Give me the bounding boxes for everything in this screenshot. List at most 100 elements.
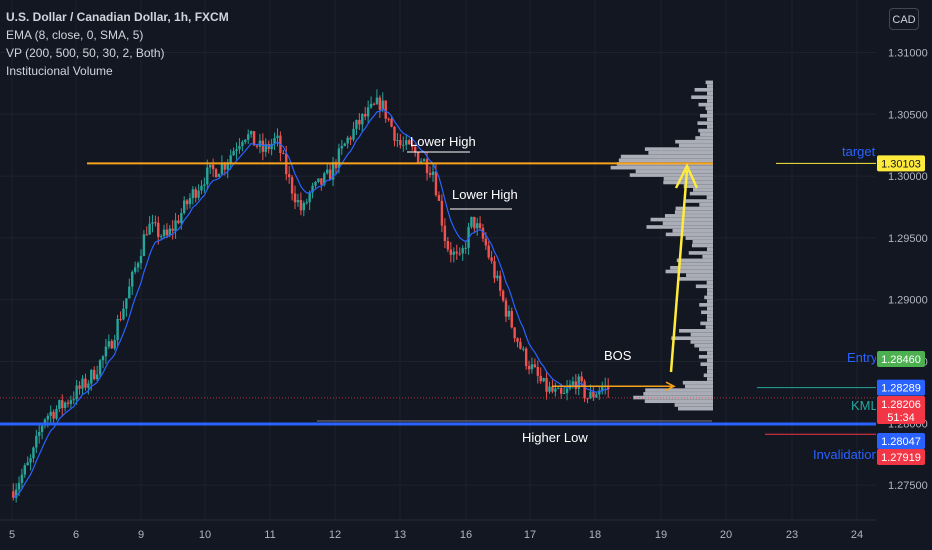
- candle-body: [139, 255, 143, 264]
- profile-bar: [645, 388, 713, 392]
- annotation-label: Lower High: [452, 187, 518, 202]
- level-label: Invalidation: [813, 447, 879, 462]
- profile-bar: [675, 206, 713, 211]
- candle-body: [311, 185, 314, 193]
- candle-body: [577, 376, 580, 389]
- time-tick-label: 12: [329, 529, 341, 541]
- candle-body: [296, 200, 300, 203]
- candle-body: [484, 238, 488, 246]
- candle-body: [413, 146, 417, 153]
- candle-body: [496, 275, 499, 279]
- price-badge[interactable]: [877, 155, 925, 172]
- price-badge[interactable]: [877, 449, 925, 465]
- candle-body: [478, 223, 482, 228]
- candle-body: [384, 100, 387, 119]
- profile-bar: [694, 87, 713, 92]
- horizontal-levels[interactable]: [0, 162, 876, 435]
- candle-body: [458, 253, 461, 255]
- profile-bar: [698, 354, 713, 359]
- candle-body: [95, 374, 99, 380]
- price-tick-label: 1.29000: [888, 295, 928, 307]
- profile-bar: [646, 225, 713, 229]
- candle-body: [209, 164, 212, 168]
- price-badge-text: 1.28460: [881, 354, 921, 366]
- candle-body: [151, 222, 154, 224]
- candle-body: [66, 402, 70, 404]
- candle-body: [302, 203, 305, 211]
- time-tick-label: 20: [720, 529, 732, 541]
- price-badge[interactable]: [877, 396, 925, 424]
- candle-body: [378, 97, 382, 110]
- candle-body: [61, 400, 64, 409]
- time-tick-label: 6: [73, 529, 79, 541]
- candle-body: [419, 161, 423, 163]
- candle-body: [174, 220, 177, 231]
- candle-body: [539, 375, 542, 382]
- profile-bar: [707, 366, 713, 370]
- candle-body: [191, 189, 195, 199]
- candle-body: [598, 390, 601, 395]
- profile-bar: [697, 121, 713, 125]
- candle-body: [387, 118, 390, 120]
- candle-body: [299, 200, 303, 211]
- annotations: Lower High Lower High BOS Higher Low target E…: [407, 134, 879, 462]
- volume-indicator-label[interactable]: Institucional Volume: [6, 64, 113, 78]
- profile-bar: [700, 132, 713, 137]
- price-badge[interactable]: [877, 351, 925, 367]
- candle-body: [162, 229, 166, 237]
- candle-body: [241, 141, 244, 147]
- candle-body: [183, 200, 186, 214]
- candle-body: [157, 222, 160, 237]
- currency-button[interactable]: CAD: [889, 8, 919, 30]
- candle-body: [375, 97, 379, 105]
- candle-body: [487, 245, 490, 258]
- candle-body: [402, 144, 405, 146]
- time-axis[interactable]: 5 6 9 10 11 12 13 16 17 18 19 20 23 24: [0, 519, 876, 541]
- candle-body: [366, 107, 370, 117]
- candle-body: [270, 143, 273, 150]
- profile-bar: [706, 280, 713, 285]
- profile-bar: [707, 84, 713, 88]
- candle-body: [214, 169, 218, 178]
- vp-indicator-label[interactable]: VP (200, 500, 50, 30, 2, Both): [6, 46, 165, 60]
- profile-bar: [699, 202, 713, 207]
- candle-body: [352, 128, 355, 140]
- candle-body: [159, 236, 163, 238]
- profile-bar: [698, 102, 713, 107]
- candle-body: [396, 139, 399, 141]
- candle-body: [516, 338, 519, 342]
- candle-body: [101, 356, 105, 361]
- profile-bar: [701, 310, 713, 315]
- candle-body: [504, 300, 508, 317]
- projection-arrow-head: [674, 163, 699, 189]
- symbol-title[interactable]: U.S. Dollar / Canadian Dollar, 1h, FXCM: [6, 10, 229, 24]
- candle-body: [17, 482, 21, 490]
- price-badge[interactable]: [877, 433, 925, 449]
- candle-body: [533, 364, 537, 367]
- profile-bar: [693, 188, 713, 192]
- candle-body: [545, 378, 548, 392]
- profile-bar: [678, 277, 713, 281]
- price-badge[interactable]: [877, 379, 925, 396]
- candle-body: [148, 223, 151, 235]
- price-axis[interactable]: 1.310001.305001.300001.295001.290001.285…: [876, 0, 932, 550]
- price-badge-text: 1.30103: [881, 158, 921, 170]
- candle-body: [276, 135, 279, 139]
- ema-indicator-label[interactable]: EMA (8, close, 0, SMA, 5): [6, 28, 144, 42]
- profile-bar: [705, 325, 713, 329]
- candle-body: [226, 163, 229, 170]
- candle-body: [252, 131, 256, 146]
- candle-body: [23, 465, 26, 475]
- candle-body: [238, 146, 241, 150]
- candle-body: [26, 462, 29, 466]
- profile-bar: [707, 288, 713, 292]
- profile-bar: [707, 99, 713, 103]
- profile-bar: [610, 165, 713, 170]
- profile-bar: [662, 221, 713, 226]
- candle-body: [449, 249, 453, 255]
- candle-body: [223, 163, 227, 170]
- time-tick-label: 5: [9, 529, 15, 541]
- candle-body: [58, 400, 61, 409]
- candle-body: [249, 131, 253, 135]
